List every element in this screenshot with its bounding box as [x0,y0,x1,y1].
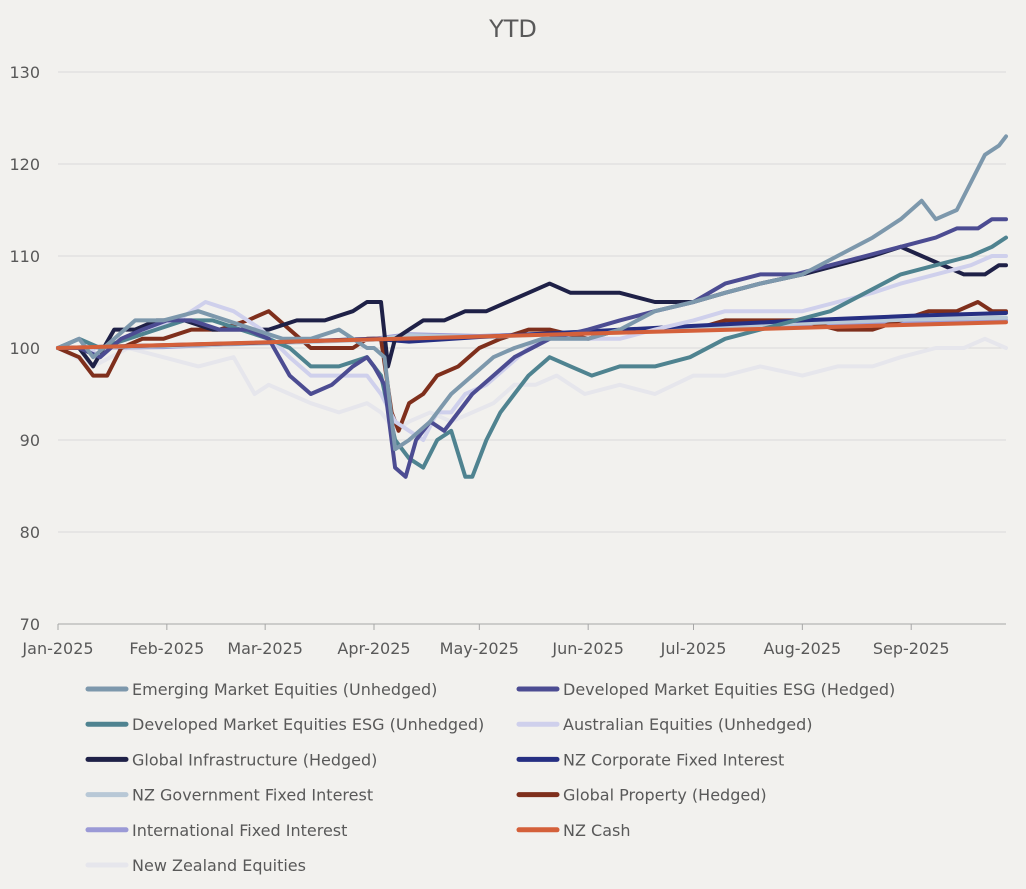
legend-label: Developed Market Equities ESG (Unhedged) [132,715,484,734]
series-line-developed-market-equities-esg-hedged [56,217,1008,479]
x-tick-label: May-2025 [440,639,519,658]
series-line-developed-market-equities-esg-unhedged [56,235,1008,479]
gridlines [58,71,1006,625]
legend-item: Australian Equities (Unhedged) [516,715,812,734]
legend-label: NZ Government Fixed Interest [132,786,373,805]
legend-item: NZ Government Fixed Interest [85,786,373,805]
series-line-global-property-hedged [56,300,1008,433]
x-tick-label: Jan-2025 [21,639,93,658]
legend-label: Global Infrastructure (Hedged) [132,750,377,769]
y-tick-label: 130 [9,63,40,82]
legend-item: Developed Market Equities ESG (Hedged) [516,680,895,699]
legend-item: Developed Market Equities ESG (Unhedged) [85,715,484,734]
series-line-nz-cash [56,320,1008,350]
chart-title: YTD [488,15,537,43]
legend: Emerging Market Equities (Unhedged) Devel… [85,680,895,875]
x-tick-label: Mar-2025 [227,639,303,658]
y-axis-tick-labels: 70 80 90 100 110 120 130 [9,63,40,634]
x-tick-label: Jun-2025 [551,639,624,658]
y-tick-label: 120 [9,155,40,174]
series-line-new-zealand-equities [56,336,1008,433]
y-tick-label: 90 [20,431,40,450]
legend-label: NZ Corporate Fixed Interest [563,750,784,769]
y-tick-label: 70 [20,615,40,634]
x-tick-label: Aug-2025 [763,639,841,658]
series-lines [56,134,1008,479]
legend-item: New Zealand Equities [85,856,306,875]
x-tick-label: Jul-2025 [660,639,727,658]
legend-label: Global Property (Hedged) [563,786,767,805]
x-tick-label: Feb-2025 [129,639,204,658]
legend-label: Developed Market Equities ESG (Hedged) [563,680,895,699]
x-tick-label: Sep-2025 [873,639,950,658]
x-tick-label: Apr-2025 [337,639,410,658]
legend-label: International Fixed Interest [132,821,347,840]
y-tick-label: 100 [9,339,40,358]
legend-item: Global Property (Hedged) [516,786,767,805]
legend-label: Emerging Market Equities (Unhedged) [132,680,437,699]
legend-item: International Fixed Interest [85,821,347,840]
y-tick-label: 80 [20,523,40,542]
legend-item: Global Infrastructure (Hedged) [85,750,377,769]
legend-item: NZ Corporate Fixed Interest [516,750,784,769]
x-axis: Jan-2025 Feb-2025 Mar-2025 Apr-2025 May-2025… [21,624,950,658]
legend-item: Emerging Market Equities (Unhedged) [85,680,437,699]
series-line-australian-equities-unhedged [56,254,1008,442]
y-tick-label: 110 [9,247,40,266]
legend-label: NZ Cash [563,821,630,840]
legend-label: New Zealand Equities [132,856,306,875]
legend-item: NZ Cash [516,821,630,840]
legend-label: Australian Equities (Unhedged) [563,715,812,734]
series-line-emerging-market-equities-unhedged [56,134,1008,452]
